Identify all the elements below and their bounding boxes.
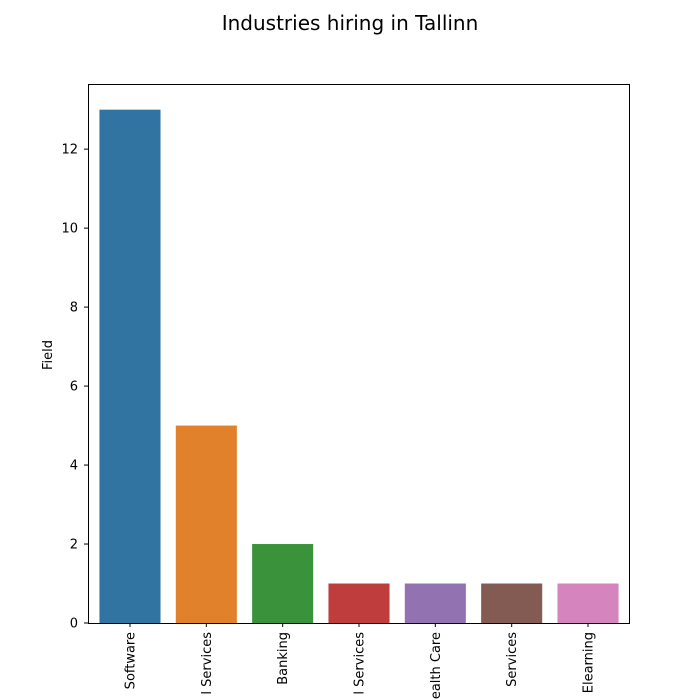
y-tick-label-6: 12 (61, 143, 78, 158)
y-axis-label: Field (41, 340, 56, 370)
bar-1 (175, 425, 237, 623)
y-tick-label-1: 2 (70, 538, 78, 553)
x-tick-label-4: ealth Care (429, 632, 444, 699)
y-tick-label-0: 0 (70, 617, 78, 632)
bar-2 (252, 544, 314, 623)
x-tick-label-3: l Services (353, 632, 368, 695)
bars-group (99, 109, 619, 624)
y-tick-label-5: 10 (61, 222, 78, 237)
y-tick-label-2: 4 (70, 459, 78, 474)
x-tick-label-2: Banking (276, 632, 291, 685)
bar-6 (557, 583, 619, 623)
x-tick-label-5: Services (505, 632, 520, 687)
plot-frame (88, 84, 630, 624)
chart-title: Industries hiring in Tallinn (221, 11, 479, 35)
x-tick-label-6: Elearning (582, 632, 597, 693)
bar-0 (99, 109, 161, 624)
x-tick-label-0: Software (123, 632, 138, 689)
y-axis: 0 2 4 6 8 10 12 (61, 143, 88, 632)
y-tick-label-3: 6 (70, 380, 78, 395)
y-tick-label-4: 8 (70, 301, 78, 316)
bar-3 (328, 583, 390, 623)
x-tick-label-1: l Services (200, 632, 215, 695)
bar-5 (481, 583, 543, 623)
bar-4 (404, 583, 466, 623)
x-axis: Software l Services Banking l Services ealth… (123, 623, 597, 699)
